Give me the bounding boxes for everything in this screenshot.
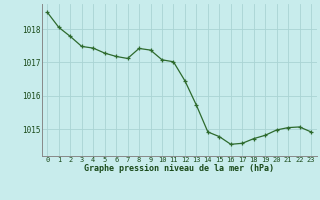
X-axis label: Graphe pression niveau de la mer (hPa): Graphe pression niveau de la mer (hPa) bbox=[84, 164, 274, 173]
